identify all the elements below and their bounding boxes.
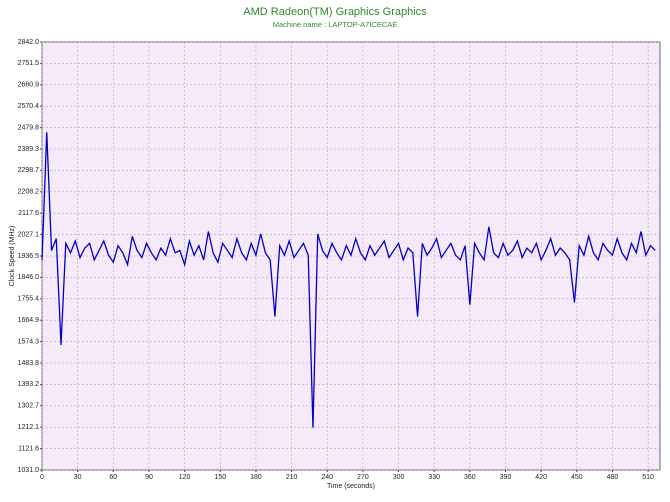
chart-title: AMD Radeon(TM) Graphics Graphics (243, 6, 427, 18)
x-tick-label: 510 (642, 474, 654, 481)
x-tick-label: 120 (179, 474, 191, 481)
y-tick-label: 1483.8 (18, 360, 40, 367)
x-tick-label: 150 (214, 474, 226, 481)
x-tick-label: 330 (428, 474, 440, 481)
y-tick-label: 2479.8 (18, 124, 40, 131)
x-axis-label: Time (seconds) (327, 483, 375, 490)
x-tick-label: 300 (393, 474, 405, 481)
x-tick-label: 480 (607, 474, 619, 481)
y-tick-label: 1574.3 (18, 338, 40, 345)
y-tick-label: 2751.5 (18, 60, 40, 67)
y-tick-label: 2660.9 (18, 82, 40, 89)
y-tick-label: 1212.1 (18, 424, 40, 431)
x-tick-label: 240 (321, 474, 333, 481)
y-tick-label: 1846.0 (18, 274, 40, 281)
y-tick-label: 1755.4 (18, 296, 40, 303)
x-tick-label: 360 (464, 474, 476, 481)
x-tick-label: 210 (286, 474, 298, 481)
x-tick-label: 60 (109, 474, 117, 481)
y-tick-label: 2208.2 (18, 189, 40, 196)
x-tick-label: 30 (74, 474, 82, 481)
y-axis-label: Clock Speed (MHz) (9, 226, 16, 287)
x-tick-label: 90 (145, 474, 153, 481)
x-tick-label: 420 (535, 474, 547, 481)
data-line (41, 132, 656, 428)
y-tick-label: 2117.6 (18, 210, 39, 217)
x-tick-label: 390 (500, 474, 512, 481)
y-tick-label: 1121.6 (18, 445, 39, 452)
x-tick-label: 270 (357, 474, 369, 481)
y-tick-label: 1302.7 (18, 403, 40, 410)
x-tick-label: 180 (250, 474, 262, 481)
y-tick-label: 2570.4 (18, 103, 40, 110)
y-tick-label: 2298.7 (18, 167, 40, 174)
y-tick-label: 2027.1 (18, 231, 40, 238)
x-tick-label: 450 (571, 474, 583, 481)
chart-subtitle: Machine name : LAPTOP-A7ICECAE (273, 20, 398, 29)
y-tick-label: 2389.3 (18, 146, 40, 153)
y-tick-label: 1393.2 (18, 381, 40, 388)
y-tick-label: 1936.5 (18, 253, 40, 260)
y-tick-label: 1031.0 (18, 467, 40, 474)
y-tick-label: 1664.9 (18, 317, 40, 324)
y-tick-label: 2842.0 (18, 39, 40, 46)
x-tick-label: 0 (40, 474, 44, 481)
